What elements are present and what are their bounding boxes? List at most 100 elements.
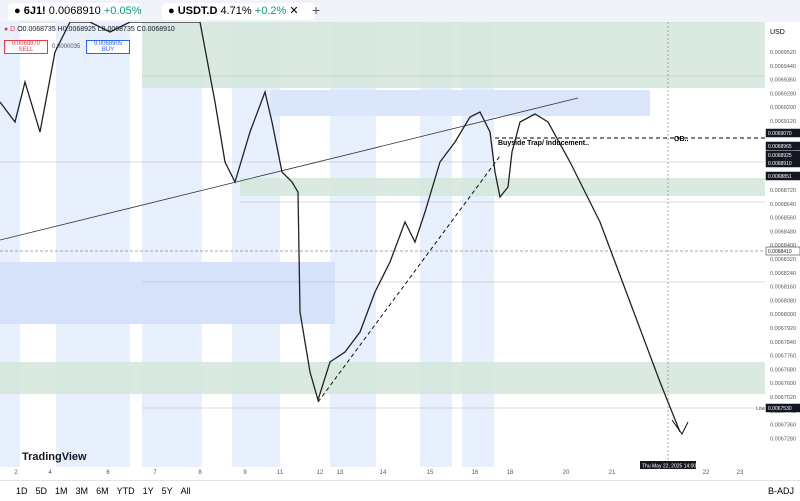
price-label: 0.0067360 bbox=[770, 423, 796, 429]
tab-symbol: USDT.D bbox=[177, 5, 218, 17]
time-label: 9 bbox=[243, 470, 247, 476]
annotation: OB.. bbox=[674, 136, 688, 143]
trendline bbox=[317, 155, 501, 403]
range-button[interactable]: YTD bbox=[116, 486, 135, 496]
zones bbox=[0, 22, 765, 394]
tab[interactable]: ● USDT.D 4.71% +0.2% ✕ bbox=[162, 3, 314, 20]
range-button[interactable]: 5D bbox=[35, 486, 48, 496]
crosshair-date-bg bbox=[640, 461, 696, 469]
price-label: 0.0069120 bbox=[770, 119, 796, 125]
sell-price: 0.0068870 bbox=[11, 41, 41, 47]
price-label: 0.0067520 bbox=[770, 395, 796, 401]
buy-button[interactable]: 0.0068905 BUY bbox=[86, 40, 130, 54]
logo: TradingView bbox=[22, 451, 87, 463]
price-axis-bg bbox=[765, 22, 800, 467]
range-button[interactable]: 3M bbox=[75, 486, 89, 496]
price-label: 0.0069200 bbox=[770, 105, 796, 111]
time-label: 18 bbox=[507, 470, 514, 476]
tab-price: 0.0068910 bbox=[48, 5, 101, 17]
price-tag: 0.0067530 bbox=[768, 406, 792, 412]
new-tab[interactable]: + bbox=[312, 2, 321, 18]
time-label: 14 bbox=[380, 470, 387, 476]
range-button[interactable]: 6M bbox=[96, 486, 109, 496]
price-label: 0.0068400 bbox=[770, 243, 796, 249]
sell-label: SELL bbox=[18, 47, 34, 53]
price-label: 0.0069440 bbox=[770, 64, 796, 70]
price-label: 0.0069360 bbox=[770, 78, 796, 84]
time-label: 4 bbox=[48, 470, 52, 476]
ohlc-values: O0.0068735 H0.0068925 L0.0068735 C0.0068… bbox=[17, 26, 175, 33]
price-label: 0.0068560 bbox=[770, 216, 796, 222]
time-label: 6 bbox=[106, 470, 110, 476]
time-label: 20 bbox=[563, 470, 570, 476]
levels bbox=[0, 22, 765, 467]
price-tag: 0.0068910 bbox=[768, 161, 792, 167]
crosshair-date: Thu May 22, 2025 14:00 bbox=[642, 464, 696, 470]
price-tag-bg bbox=[765, 246, 800, 256]
session-shading bbox=[0, 22, 650, 467]
price-label: 0.0068080 bbox=[770, 298, 796, 304]
price-label: 0.0067920 bbox=[770, 326, 796, 332]
price-label: 0.0068320 bbox=[770, 257, 796, 263]
price-tag-bg bbox=[765, 403, 800, 413]
time-label: 7 bbox=[153, 470, 157, 476]
trade-panel: 0.0068870 SELL 0.0000035 0.0068905 BUY bbox=[4, 40, 130, 57]
time-label: 23 bbox=[737, 470, 744, 476]
price-label: 0.0068640 bbox=[770, 202, 796, 208]
bottom-bar: 1D 5D 1M 3M 6M YTD 1Y 5Y All B-ADJ bbox=[0, 480, 800, 501]
tab-bar: ● 6J1! 0.0068910 +0.05% ● USDT.D 4.71% +… bbox=[0, 0, 800, 23]
price-tag-bg bbox=[765, 141, 800, 151]
chart: USD Buyside Trap/ Inducement.. OB.. Thu … bbox=[0, 22, 800, 476]
price-tag: 0.0068925 bbox=[768, 153, 792, 159]
price-tag-note: Low bbox=[756, 406, 766, 412]
tab-symbol: 6J1! bbox=[23, 5, 46, 17]
range-button[interactable]: 5Y bbox=[161, 486, 173, 496]
arrow-head bbox=[671, 419, 689, 435]
time-label: 13 bbox=[337, 470, 344, 476]
price-label: 0.0067840 bbox=[770, 340, 796, 346]
price-tag-bg bbox=[765, 171, 800, 181]
range-button[interactable]: 1D bbox=[16, 486, 28, 496]
price-tag: 0.0068410 bbox=[768, 249, 792, 255]
price-tag: 0.0068851 bbox=[768, 174, 792, 180]
price-path bbox=[0, 22, 681, 433]
price-label: 0.0067600 bbox=[770, 381, 796, 387]
price-label: 0.0068240 bbox=[770, 271, 796, 277]
sell-button[interactable]: 0.0068870 SELL bbox=[4, 40, 48, 54]
spread: 0.0000035 bbox=[52, 44, 81, 50]
price-label: 0.0068000 bbox=[770, 312, 796, 318]
price-label: 0.0069520 bbox=[770, 50, 796, 56]
time-label: 22 bbox=[703, 470, 710, 476]
adjust[interactable]: B-ADJ bbox=[767, 486, 794, 496]
price-label: 0.0069280 bbox=[770, 91, 796, 97]
price-label: 0.0067760 bbox=[770, 354, 796, 360]
price-tag-bg bbox=[765, 158, 800, 168]
range-button[interactable]: 1M bbox=[55, 486, 68, 496]
tab-change: +0.05% bbox=[103, 5, 142, 17]
time-label: 8 bbox=[198, 470, 202, 476]
currency: USD bbox=[770, 29, 785, 36]
trendline bbox=[0, 97, 579, 241]
price-label: 0.0067680 bbox=[770, 367, 796, 373]
buy-label: BUY bbox=[101, 47, 115, 53]
time-label: 15 bbox=[427, 470, 434, 476]
price-label: 0.0068160 bbox=[770, 285, 796, 291]
time-label: 16 bbox=[472, 470, 479, 476]
buy-price: 0.0068905 bbox=[93, 41, 123, 47]
time-label: 11 bbox=[277, 470, 284, 476]
tab-change: +0.2% bbox=[254, 5, 287, 17]
annotation: Buyside Trap/ Inducement.. bbox=[498, 140, 589, 147]
price-tag: 0.0069070 bbox=[768, 131, 792, 137]
price-label: 0.0067280 bbox=[770, 436, 796, 442]
ohlc: ● D O0.0068735 H0.0068925 L0.0068735 C0.… bbox=[4, 26, 175, 33]
tab[interactable]: ● 6J1! 0.0068910 +0.05% bbox=[8, 3, 142, 20]
tab-price: 4.71% bbox=[220, 5, 252, 17]
price-tag: 0.0068965 bbox=[768, 144, 792, 150]
time-label: 12 bbox=[317, 470, 324, 476]
price-tag-bg bbox=[765, 128, 800, 138]
time-label: 21 bbox=[609, 470, 616, 476]
range-button[interactable]: 1Y bbox=[142, 486, 154, 496]
range-button[interactable]: All bbox=[180, 486, 191, 496]
price-label: 0.0068480 bbox=[770, 229, 796, 235]
